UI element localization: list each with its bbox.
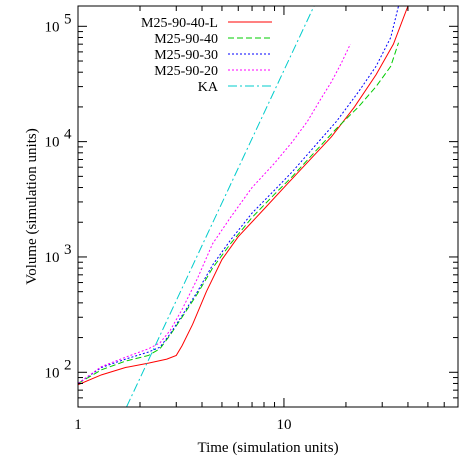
legend-label: M25-90-20 [154,64,218,79]
y-axis-title: Volume (simulation units) [24,128,40,284]
plot-frame [77,5,459,408]
x-axis-title: Time (simulation units) [197,440,338,456]
x-tick-label: 1 [74,417,82,433]
legend-label: M25-90-40-L [141,16,218,31]
series-line-ka [126,6,315,407]
y-tick-label: 10 [45,250,60,266]
legend-label: M25-90-40 [154,32,218,47]
series-line-m25-90-30 [78,6,400,384]
axis-ticks [77,6,459,408]
y-tick-label: 10 [45,135,60,151]
y-tick-label-exponent: 4 [64,127,72,143]
y-tick-label: 10 [45,19,60,35]
y-tick-label-exponent: 2 [64,357,72,373]
x-tick-label: 10 [276,417,291,433]
series-line-m25-90-40-l [78,6,409,386]
legend-label: KA [198,80,219,95]
y-tick-label-exponent: 3 [64,242,72,258]
legend-label: M25-90-30 [154,48,218,63]
y-tick-label-exponent: 5 [64,11,72,27]
y-tick-label: 10 [45,365,60,381]
series-line-m25-90-20 [78,43,351,384]
series-line-m25-90-40 [78,42,399,384]
plot-lines [78,6,409,407]
